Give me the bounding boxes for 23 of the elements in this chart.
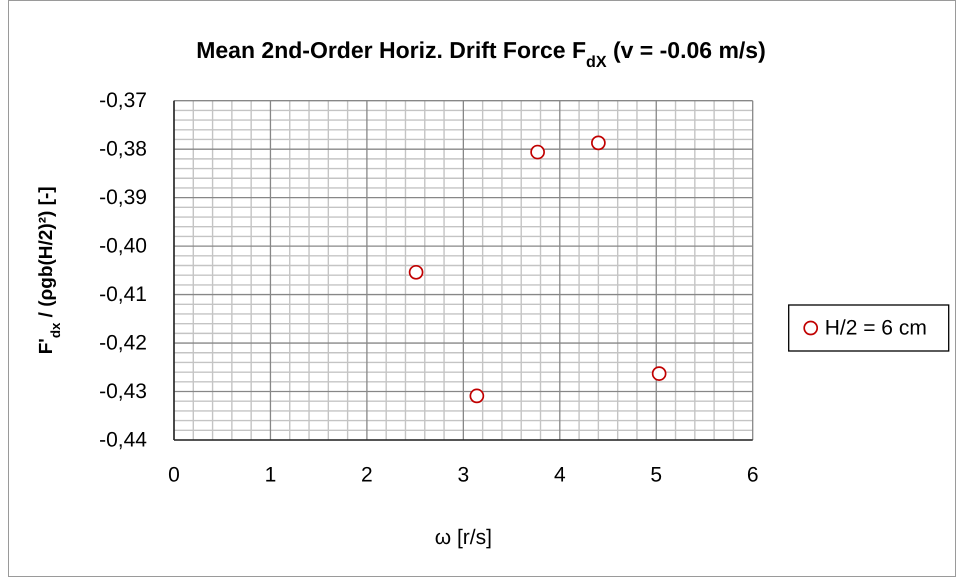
legend-label: H/2 = 6 cm xyxy=(824,316,927,340)
x-axis-title: ω [r/s] xyxy=(434,526,492,549)
chart-title: Mean 2nd-Order Horiz. Drift Force F$_{dX}$ (v = -0.06 m/s) xyxy=(196,37,766,71)
point xyxy=(591,136,606,150)
point xyxy=(530,144,545,160)
x-tick-label: 4 xyxy=(554,464,566,486)
x-tick-label: 5 xyxy=(650,464,662,486)
x-tick-label: 2 xyxy=(361,464,373,486)
y-tick-label: -0,43 xyxy=(99,380,147,404)
y-tick-label: -0,39 xyxy=(99,186,147,210)
point xyxy=(652,366,666,381)
x-tick-label: 0 xyxy=(168,464,180,486)
y-tick-label: -0,44 xyxy=(99,428,148,452)
y-tick-label: -0,38 xyxy=(99,138,147,161)
point xyxy=(470,388,484,404)
x-tick-label: 3 xyxy=(458,464,470,486)
y-tick-label: -0,37 xyxy=(99,89,147,112)
y-tick-label: -0,40 xyxy=(99,234,147,258)
point xyxy=(408,264,424,280)
y-tick-label: -0,42 xyxy=(99,332,147,355)
y-tick-label: -0,41 xyxy=(99,283,147,306)
x-tick-label: 1 xyxy=(264,464,276,486)
x-tick-label: 6 xyxy=(746,464,759,486)
